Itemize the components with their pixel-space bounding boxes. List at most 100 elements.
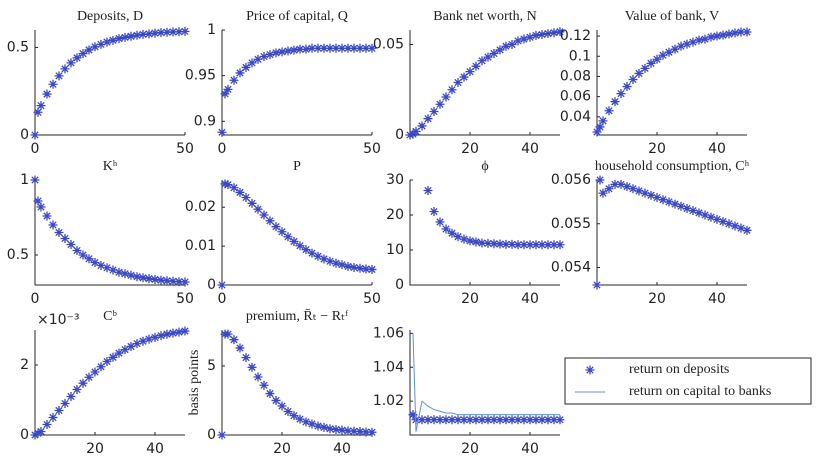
data-point — [30, 130, 40, 140]
data-point — [616, 89, 626, 99]
data-point — [628, 74, 638, 84]
data-point — [549, 28, 559, 38]
data-point — [531, 240, 541, 250]
data-point — [289, 45, 299, 55]
panel-title: Cᵇ — [103, 309, 117, 324]
y-tick-label: 0.5 — [7, 247, 29, 263]
data-point — [712, 31, 722, 41]
data-point — [483, 415, 493, 425]
panel: Value of bank, V 0.04 0.06 0.08 0.1 0.12 20 40 — [560, 9, 752, 157]
data-point — [555, 27, 565, 37]
data-point — [706, 212, 716, 222]
data-point — [730, 28, 740, 38]
data-point — [313, 421, 323, 431]
data-point — [271, 222, 281, 232]
data-point — [126, 270, 136, 280]
data-point — [90, 42, 100, 52]
legend-label: return on capital to banks — [629, 384, 771, 399]
data-point — [180, 326, 190, 336]
data-point — [319, 43, 329, 53]
data-point — [265, 216, 275, 226]
data-point — [247, 58, 257, 68]
data-point — [724, 29, 734, 39]
x-tick-label: 50 — [363, 291, 381, 307]
data-point — [337, 260, 347, 270]
data-point — [459, 234, 469, 244]
data-point — [78, 250, 88, 260]
data-point — [217, 430, 227, 440]
panel-title: premium, R̄ₜ − Rₜᶠ — [246, 309, 348, 325]
data-point — [429, 207, 439, 216]
data-point — [465, 415, 475, 425]
data-point — [144, 29, 154, 39]
panel: Bank net worth, N 0 0.05 20 40 — [373, 9, 565, 157]
data-point — [343, 261, 353, 271]
data-point — [126, 341, 136, 351]
data-point — [90, 367, 100, 377]
data-point — [144, 334, 154, 344]
data-point — [495, 45, 505, 55]
data-point — [355, 43, 365, 53]
data-point — [367, 427, 377, 437]
data-point — [513, 415, 523, 425]
data-point — [495, 415, 505, 425]
data-point — [96, 39, 106, 49]
data-point — [150, 274, 160, 284]
panel: premium, R̄ₜ − Rₜᶠ basis points 0 5 20 40 — [187, 309, 377, 457]
data-point — [337, 43, 347, 53]
data-point — [337, 425, 347, 435]
data-point — [60, 64, 70, 74]
data-point — [423, 114, 433, 124]
data-point — [60, 234, 70, 243]
data-point — [54, 228, 64, 237]
y-tick-label: 0.056 — [551, 172, 591, 188]
y-tick-label: 0.5 — [7, 40, 29, 56]
data-point — [616, 179, 626, 189]
panel: Cᵇ ×10⁻³ 0 2 20 40 — [20, 309, 190, 457]
data-point — [36, 427, 46, 436]
legend-label: return on deposits — [629, 362, 729, 377]
data-point — [36, 101, 46, 111]
data-point — [501, 239, 511, 249]
data-point — [126, 31, 136, 41]
data-point — [724, 219, 734, 229]
data-point — [168, 276, 178, 286]
data-point — [718, 217, 728, 227]
data-point — [108, 265, 118, 275]
data-point — [694, 208, 704, 218]
data-point — [549, 415, 559, 425]
data-point — [531, 415, 541, 425]
x-tick-label: 20 — [86, 441, 104, 457]
data-point — [156, 275, 166, 285]
data-point — [555, 415, 565, 425]
data-point — [423, 415, 433, 425]
x-tick-label: 50 — [363, 141, 381, 157]
data-point — [501, 415, 511, 425]
data-point — [361, 43, 371, 53]
data-point — [640, 63, 650, 73]
data-point — [519, 240, 529, 250]
data-point — [162, 329, 172, 339]
data-point — [658, 50, 668, 60]
panel: ϕ 0 10 20 30 20 40 — [386, 159, 565, 307]
data-point — [670, 199, 680, 209]
y-tick-label: 0.9 — [194, 113, 216, 129]
data-point — [277, 401, 287, 411]
data-point — [331, 258, 341, 268]
panel-title: P — [293, 159, 301, 174]
data-point — [253, 372, 263, 382]
y-tick-label: 1 — [20, 172, 29, 188]
y-tick-label: 0 — [20, 127, 29, 143]
data-point — [610, 97, 620, 107]
data-point — [96, 261, 106, 270]
data-point — [355, 427, 365, 437]
panel: household consumption, Cʰ 0.054 0.055 0.056… — [551, 159, 752, 307]
y-tick-label: 0 — [207, 277, 216, 293]
data-point — [507, 39, 517, 49]
data-point — [610, 179, 620, 189]
data-point — [465, 236, 475, 246]
data-point — [670, 44, 680, 54]
data-point — [174, 277, 184, 287]
data-point — [706, 32, 716, 42]
